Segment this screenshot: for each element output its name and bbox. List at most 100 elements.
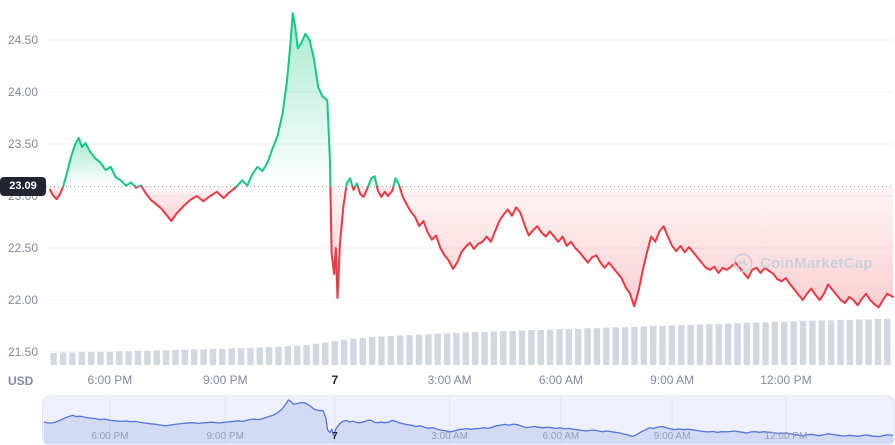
volume-bar — [827, 320, 835, 365]
navigator-time-label: 3:00 AM — [431, 431, 468, 442]
volume-bar — [378, 336, 385, 365]
navigator-time-label: 12:00 PM — [764, 431, 807, 442]
volume-bar — [209, 348, 217, 365]
price-line-segment — [367, 175, 378, 188]
volume-bar — [200, 349, 207, 365]
price-chart-canvas[interactable]: 24.5024.0023.5023.0022.5022.0021.506:00 … — [0, 0, 895, 392]
volume-bar — [734, 323, 741, 365]
volume-bar — [219, 348, 226, 365]
volume-bar — [359, 337, 366, 365]
volume-bar — [518, 330, 526, 365]
y-axis-label: 23.50 — [8, 137, 38, 151]
volume-bar — [125, 351, 132, 365]
volume-bar — [397, 335, 404, 365]
navigator-line — [43, 399, 894, 438]
volume-bar — [181, 349, 188, 365]
watermark-text: CoinMarketCap — [760, 254, 873, 272]
navigator-time-label: 9:00 AM — [654, 431, 691, 442]
volume-bar — [500, 331, 507, 365]
volume-bar — [406, 335, 413, 365]
x-axis-label: 6:00 PM — [88, 373, 133, 387]
volume-bar — [874, 319, 882, 365]
volume-bar — [294, 345, 301, 365]
price-line-segment — [354, 182, 359, 188]
volume-bar — [78, 352, 85, 365]
volume-bar — [162, 350, 170, 365]
volume-bar — [556, 329, 563, 365]
navigator-time-label: 6:00 AM — [543, 431, 580, 442]
volume-bar — [191, 349, 198, 365]
volume-bar — [640, 326, 647, 365]
volume-bar — [762, 322, 769, 365]
volume-bar — [69, 352, 76, 365]
volume-bar — [884, 319, 891, 365]
volume-bar — [369, 336, 376, 365]
volume-bar — [106, 351, 114, 365]
volume-bar — [453, 332, 460, 365]
price-line-segment — [398, 185, 894, 309]
volume-bar — [790, 321, 797, 365]
x-axis-label: 6:00 AM — [539, 373, 583, 387]
price-area-fill — [50, 186, 64, 200]
price-line-segment — [345, 177, 354, 188]
volume-bar — [631, 326, 638, 365]
volume-bar — [715, 324, 722, 365]
y-axis-label: 21.50 — [8, 345, 38, 359]
volume-bar — [425, 334, 432, 365]
price-line-segment — [351, 185, 357, 191]
volume-bar — [668, 325, 676, 365]
navigator-time-label: 6:00 PM — [91, 431, 128, 442]
volume-bar — [50, 353, 57, 365]
volume-bar — [256, 347, 263, 365]
volume-bar — [59, 352, 67, 365]
currency-label: USD — [8, 374, 34, 388]
volume-bar — [172, 349, 179, 365]
volume-bar — [443, 333, 451, 365]
volume-bar — [481, 331, 488, 365]
volume-bar — [678, 325, 685, 365]
volume-bar — [724, 323, 732, 365]
volume-bar — [134, 350, 142, 365]
volume-bar — [303, 344, 310, 365]
volume-bar — [650, 325, 657, 365]
price-line-segment — [49, 185, 65, 201]
price-line-segment — [140, 185, 238, 222]
volume-bar — [865, 319, 872, 365]
volume-bar — [846, 319, 854, 365]
volume-bar — [275, 346, 282, 365]
volume-bar — [603, 327, 610, 365]
price-line-segment — [392, 177, 401, 188]
volume-bar — [593, 328, 601, 365]
volume-bar — [809, 320, 816, 365]
price-line-segment — [329, 185, 348, 299]
current-price-badge: 23.09 — [0, 177, 46, 196]
volume-bar — [706, 324, 713, 365]
y-axis-label: 22.50 — [8, 241, 38, 255]
coinmarketcap-watermark: CoinMarketCap — [733, 252, 873, 274]
volume-bar — [584, 328, 591, 365]
volume-bar — [753, 322, 760, 365]
volume-bar — [612, 327, 619, 365]
price-line-segment — [235, 12, 332, 188]
volume-bar — [116, 351, 123, 365]
y-axis-label: 24.00 — [8, 85, 38, 99]
navigator-time-label: 7 — [332, 431, 338, 442]
volume-bar — [528, 330, 535, 365]
volume-bar — [537, 330, 544, 365]
volume-bar — [509, 331, 516, 365]
navigator-area — [44, 399, 893, 444]
range-navigator[interactable]: 6:00 PM 9:00 PM 7 3:00 AM 6:00 AM 9:00 AM 12:0… — [42, 395, 895, 445]
volume-bar — [696, 324, 704, 365]
volume-bar — [237, 348, 245, 365]
x-axis-label: 3:00 AM — [428, 373, 472, 387]
volume-bar — [856, 319, 863, 365]
price-area-fill — [399, 186, 893, 308]
x-axis-label: 7 — [332, 373, 339, 387]
volume-bar — [415, 334, 423, 365]
price-line-segment — [376, 185, 395, 198]
volume-bar — [837, 319, 844, 365]
volume-bar — [565, 329, 573, 365]
volume-bar — [472, 331, 479, 365]
volume-bar — [340, 339, 348, 365]
volume-bar — [97, 351, 104, 365]
